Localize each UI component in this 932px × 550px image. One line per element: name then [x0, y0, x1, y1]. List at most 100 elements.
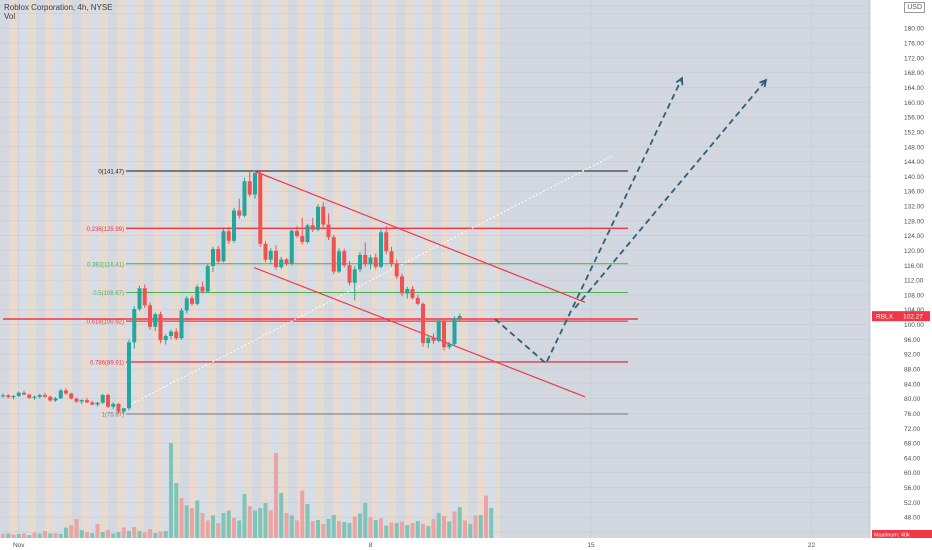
- volume-bar: [142, 532, 147, 538]
- time-axis: Nov81522Dec7132027202210131924: [0, 538, 932, 550]
- volume-bar: [16, 534, 21, 538]
- volume-bar: [137, 531, 142, 538]
- session-band: [27, 0, 36, 538]
- volume-bar: [284, 513, 289, 538]
- volume-bar: [190, 508, 194, 538]
- session-band: [261, 0, 270, 538]
- trendlines: [3, 155, 638, 411]
- fib-level-label: 0.382(116.41): [87, 262, 124, 268]
- volume-bar: [289, 515, 294, 538]
- volume-bar: [347, 523, 352, 538]
- candle-body: [11, 396, 16, 398]
- candle-body: [263, 243, 268, 260]
- volume-bar: [452, 511, 457, 538]
- candle-body: [305, 225, 310, 242]
- price-tick-label: 76.00: [904, 411, 921, 418]
- candle-body: [321, 206, 326, 225]
- fib-level-label: 0.236(125.99): [87, 227, 124, 233]
- price-tick-label: 128.00: [904, 218, 924, 225]
- session-band: [0, 0, 9, 538]
- volume-bar: [368, 517, 373, 538]
- session-band: [297, 0, 306, 538]
- time-tick-label: 8: [369, 542, 373, 549]
- volume-bar: [373, 520, 378, 538]
- candle-body: [179, 310, 184, 339]
- price-axis-bg: [870, 0, 932, 550]
- candle-body: [6, 395, 11, 398]
- session-band: [153, 0, 162, 538]
- candle-body: [64, 390, 68, 394]
- volume-bar: [53, 533, 58, 538]
- session-band: [72, 0, 81, 538]
- volume-bar: [352, 516, 357, 538]
- session-band: [18, 0, 27, 538]
- session-band: [459, 0, 468, 538]
- session-band: [387, 0, 396, 538]
- candle-body: [74, 398, 79, 402]
- volume-bar: [300, 490, 305, 538]
- candle-body: [447, 344, 452, 348]
- price-tick-label: 180.00: [904, 26, 924, 33]
- volume-bar: [32, 532, 37, 538]
- session-bands: [0, 0, 870, 538]
- candle-body: [153, 314, 158, 327]
- session-band: [396, 0, 405, 538]
- candle-body: [452, 318, 457, 345]
- volume-bar: [216, 523, 221, 538]
- session-band: [198, 0, 207, 538]
- volume-bar: [426, 526, 431, 538]
- price-tick-label: 84.00: [904, 381, 921, 388]
- max-badge-label: Maximum: 40k: [874, 533, 910, 539]
- candle-body: [368, 257, 373, 265]
- candle-body: [279, 259, 284, 268]
- session-band: [306, 0, 315, 538]
- channel-top-line: [253, 170, 586, 303]
- fib-level-label: 0.618(100.92): [87, 320, 124, 326]
- session-band: [225, 0, 234, 538]
- fib-level-label: 0(141.47): [98, 169, 124, 175]
- candle-body: [421, 303, 425, 344]
- projection-arrows: [494, 76, 768, 365]
- candle-body: [1, 395, 5, 397]
- session-band: [279, 0, 288, 538]
- session-band: [126, 0, 135, 538]
- volume-bar: [11, 534, 16, 538]
- max-badge: [872, 530, 932, 538]
- volume-bar: [263, 503, 268, 538]
- candle-body: [69, 393, 74, 399]
- candle-body: [352, 269, 357, 283]
- candle-body: [326, 224, 331, 238]
- session-band: [45, 0, 54, 538]
- volume-bar: [205, 520, 210, 538]
- candle-body: [163, 336, 168, 341]
- candle-body: [247, 181, 252, 195]
- candle-body: [337, 251, 341, 272]
- session-band: [63, 0, 72, 538]
- session-band: [270, 0, 279, 538]
- currency-label[interactable]: USD: [904, 2, 925, 13]
- fib-level-label: 1(75.87): [102, 412, 124, 418]
- price-tick-label: 80.00: [904, 396, 921, 403]
- session-band: [315, 0, 324, 538]
- price-tick-label: 64.00: [904, 455, 921, 462]
- session-band: [441, 0, 450, 538]
- session-band: [162, 0, 171, 538]
- candle-body: [237, 210, 242, 216]
- price-tick-label: 112.00: [904, 278, 924, 285]
- time-tick-label: 15: [587, 542, 595, 549]
- candle-body: [431, 337, 436, 341]
- price-tick-label: 52.00: [904, 500, 921, 507]
- time-tick-label: 22: [808, 542, 816, 549]
- candle-body: [121, 408, 126, 412]
- candle-body: [22, 392, 26, 395]
- price-tick-label: 148.00: [904, 144, 924, 151]
- candle-body: [48, 396, 53, 401]
- candles: [1, 170, 462, 415]
- price-tick-label: 56.00: [904, 485, 921, 492]
- volume-bar: [268, 510, 273, 538]
- volume-bars: [1, 443, 494, 538]
- session-band: [432, 0, 441, 538]
- volume-bar: [95, 524, 100, 538]
- volume-bar: [69, 525, 74, 538]
